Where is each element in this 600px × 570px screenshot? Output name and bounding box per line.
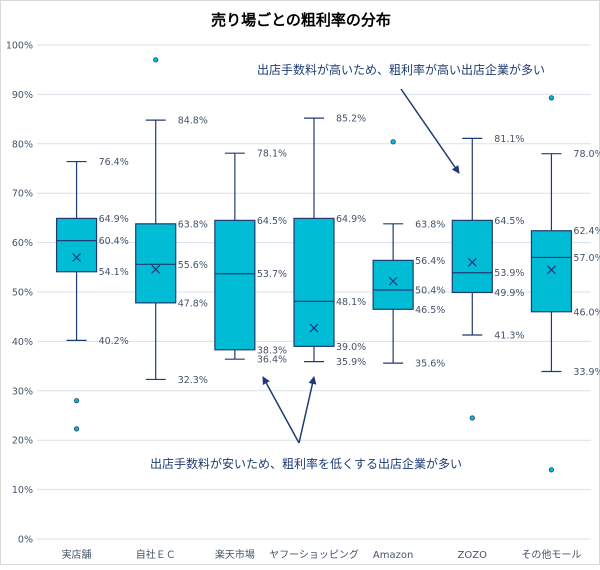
y-tick-label: 80% <box>12 139 33 150</box>
boxes: 76.4% 64.9% 60.4% 54.1% 40.2% 84.8% 63.8% 55.6%… <box>55 57 600 473</box>
data-label-median: 53.9% <box>494 268 524 279</box>
y-axis: 0% 10% 20% 30% 40% 50% 60% 70% 80% 90% 100% <box>6 41 33 546</box>
box-4: 85.2% 64.9% 48.1% 39.0% 35.9% <box>293 114 366 368</box>
box-iqr <box>451 219 493 294</box>
mean-marker <box>467 257 477 267</box>
box-1: 76.4% 64.9% 60.4% 54.1% 40.2% <box>55 157 129 432</box>
data-label-q1: 38.3% <box>257 345 287 356</box>
data-label-q1: 47.8% <box>178 298 208 309</box>
data-label-min: 40.2% <box>99 336 129 347</box>
box-2: 84.8% 63.8% 55.6% 47.8% 32.3% <box>135 57 208 386</box>
box-iqr <box>293 217 335 347</box>
box-7: 78.0% 62.4% 57.0% 46.0% 33.9% <box>530 95 600 473</box>
annotation-low-fee: 出店手数料が安いため、粗利率を低くする出店企業が多い <box>150 456 462 471</box>
data-label-max: 76.4% <box>99 157 129 168</box>
x-tick-label: ZOZO <box>458 550 488 561</box>
data-label-max: 63.8% <box>415 219 445 230</box>
data-label-median: 55.6% <box>178 260 208 271</box>
y-tick-label: 40% <box>12 337 33 348</box>
annotation-high-fee: 出店手数料が高いため、粗利率が高い出店企業が多い <box>257 62 545 77</box>
data-label-min: 36.4% <box>257 355 287 366</box>
x-tick-label: ヤフーショッピング <box>269 548 359 561</box>
x-tick-label: Amazon <box>373 550 413 561</box>
box-3: 78.1% 64.5% 53.7% 38.3%36.4% <box>214 149 287 366</box>
data-label-max: 78.0% <box>573 149 600 160</box>
y-tick-label: 100% <box>6 41 33 52</box>
outlier-point <box>153 57 159 63</box>
arrow-to-zozo <box>400 88 460 174</box>
data-label-q3: 64.9% <box>336 214 366 225</box>
y-tick-label: 20% <box>12 436 33 447</box>
data-label-q1: 49.9% <box>494 288 524 299</box>
mean-marker <box>309 323 319 333</box>
mean-marker <box>72 252 81 262</box>
y-tick-label: 90% <box>12 90 33 101</box>
data-label-min: 33.9% <box>573 367 600 378</box>
x-tick-label: 実店舗 <box>62 548 92 561</box>
arrow-to-yahoo <box>298 376 317 444</box>
y-tick-label: 70% <box>12 189 33 200</box>
data-label-min: 35.6% <box>415 359 445 370</box>
outlier-point <box>73 426 80 432</box>
mean-marker <box>547 265 556 275</box>
box-5: 63.8% 56.4% 50.4% 46.5% 35.6% <box>372 139 445 370</box>
data-label-q3: 64.5% <box>257 216 287 227</box>
y-tick-label: 60% <box>12 238 33 249</box>
arrow-to-rakuten <box>262 376 300 444</box>
y-tick-label: 10% <box>12 485 33 496</box>
mean-marker <box>388 276 398 286</box>
data-label-q3: 63.8% <box>178 219 208 230</box>
data-label-median: 48.1% <box>336 297 366 308</box>
outlier-point <box>73 398 80 404</box>
x-tick-label: その他モール <box>521 548 581 561</box>
outlier-point <box>469 415 475 421</box>
data-label-q3: 64.9% <box>99 214 129 225</box>
chart-title: 売り場ごとの粗利率の分布 <box>211 11 391 29</box>
box-iqr <box>135 223 177 304</box>
y-tick-label: 50% <box>12 288 33 299</box>
box-6: 81.1% 64.5% 53.9% 49.9% 41.3% <box>451 134 524 421</box>
x-tick-label: 自社ＥＣ <box>136 548 176 561</box>
x-tick-label: 楽天市場 <box>215 548 255 561</box>
outlier-point <box>548 467 555 473</box>
data-label-q1: 46.0% <box>573 307 600 318</box>
box-iqr <box>55 217 98 273</box>
data-label-median: 60.4% <box>99 236 129 247</box>
data-label-min: 35.9% <box>336 357 366 368</box>
data-label-q3: 62.4% <box>573 226 600 237</box>
mean-marker <box>151 264 161 274</box>
data-label-median: 50.4% <box>415 286 445 297</box>
data-label-q3: 56.4% <box>415 256 445 267</box>
x-axis: 実店舗 自社ＥＣ 楽天市場 ヤフーショッピング Amazon ZOZO その他モール <box>62 548 582 561</box>
outlier-point <box>390 139 396 145</box>
data-label-median: 57.0% <box>573 253 600 264</box>
data-label-q1: 46.5% <box>415 305 445 316</box>
data-label-median: 53.7% <box>257 269 287 280</box>
data-label-max: 81.1% <box>494 134 524 145</box>
box-iqr <box>214 219 256 351</box>
data-label-q3: 64.5% <box>494 216 524 227</box>
annotations: 出店手数料が高いため、粗利率が高い出店企業が多い 出店手数料が安いため、粗利率を… <box>150 62 545 471</box>
data-label-q1: 54.1% <box>99 267 129 278</box>
y-tick-label: 0% <box>18 535 33 546</box>
data-label-max: 78.1% <box>257 149 287 160</box>
data-label-q1: 39.0% <box>336 342 366 353</box>
outlier-point <box>548 95 555 101</box>
data-label-max: 84.8% <box>178 116 208 127</box>
data-label-min: 32.3% <box>178 375 208 386</box>
data-label-max: 85.2% <box>336 114 366 125</box>
box-iqr <box>530 230 573 313</box>
box-iqr <box>372 259 414 310</box>
y-tick-label: 30% <box>12 386 33 397</box>
data-label-min: 41.3% <box>494 330 524 341</box>
